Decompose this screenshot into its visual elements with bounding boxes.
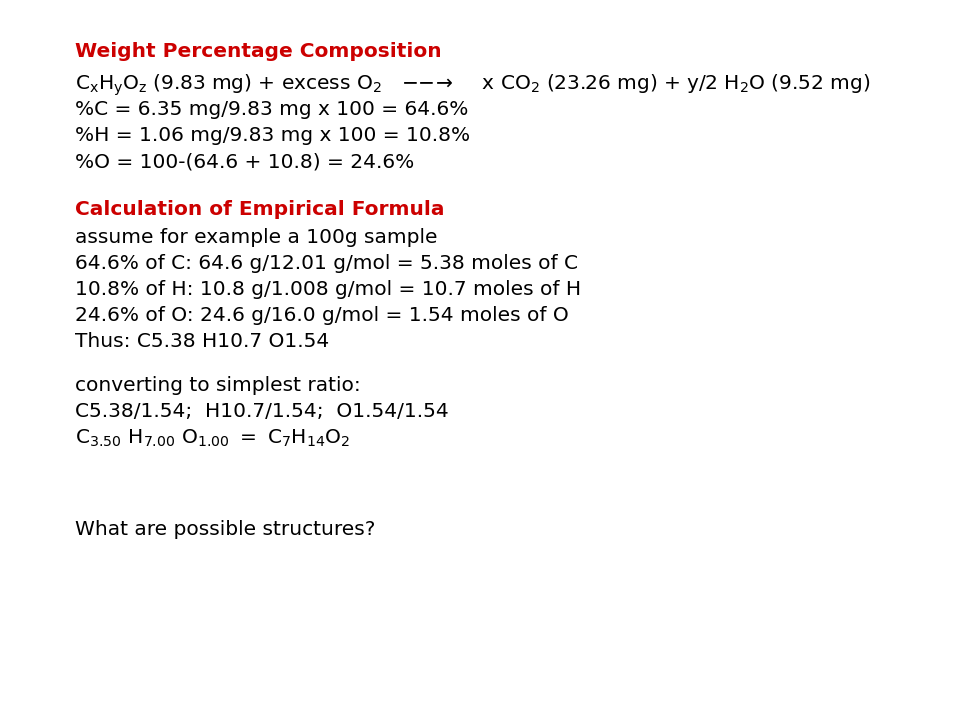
Text: converting to simplest ratio:: converting to simplest ratio: — [75, 376, 361, 395]
Text: 24.6% of O: 24.6 g/16.0 g/mol = 1.54 moles of O: 24.6% of O: 24.6 g/16.0 g/mol = 1.54 mol… — [75, 306, 568, 325]
Text: %H = 1.06 mg/9.83 mg x 100 = 10.8%: %H = 1.06 mg/9.83 mg x 100 = 10.8% — [75, 126, 470, 145]
Text: Calculation of Empirical Formula: Calculation of Empirical Formula — [75, 200, 444, 219]
Text: $\mathrm{C_{3.50}\ H_{7.00}\ O_{1.00}\ =\ C_7H_{14}O_2}$: $\mathrm{C_{3.50}\ H_{7.00}\ O_{1.00}\ =… — [75, 428, 350, 449]
Text: C5.38/1.54;  H10.7/1.54;  O1.54/1.54: C5.38/1.54; H10.7/1.54; O1.54/1.54 — [75, 402, 448, 421]
Text: %O = 100-(64.6 + 10.8) = 24.6%: %O = 100-(64.6 + 10.8) = 24.6% — [75, 152, 415, 171]
Text: 64.6% of C: 64.6 g/12.01 g/mol = 5.38 moles of C: 64.6% of C: 64.6 g/12.01 g/mol = 5.38 mo… — [75, 254, 578, 273]
Text: $\mathrm{C_xH_yO_z}$ (9.83 mg) + excess $\mathrm{O_2}$   $\mathrm{{-}{-}\!\right: $\mathrm{C_xH_yO_z}$ (9.83 mg) + excess … — [75, 72, 871, 97]
Text: assume for example a 100g sample: assume for example a 100g sample — [75, 228, 438, 247]
Text: %C = 6.35 mg/9.83 mg x 100 = 64.6%: %C = 6.35 mg/9.83 mg x 100 = 64.6% — [75, 100, 468, 119]
Text: Thus: C5.38 H10.7 O1.54: Thus: C5.38 H10.7 O1.54 — [75, 332, 329, 351]
Text: What are possible structures?: What are possible structures? — [75, 520, 375, 539]
Text: 10.8% of H: 10.8 g/1.008 g/mol = 10.7 moles of H: 10.8% of H: 10.8 g/1.008 g/mol = 10.7 mo… — [75, 280, 581, 299]
Text: Weight Percentage Composition: Weight Percentage Composition — [75, 42, 442, 61]
